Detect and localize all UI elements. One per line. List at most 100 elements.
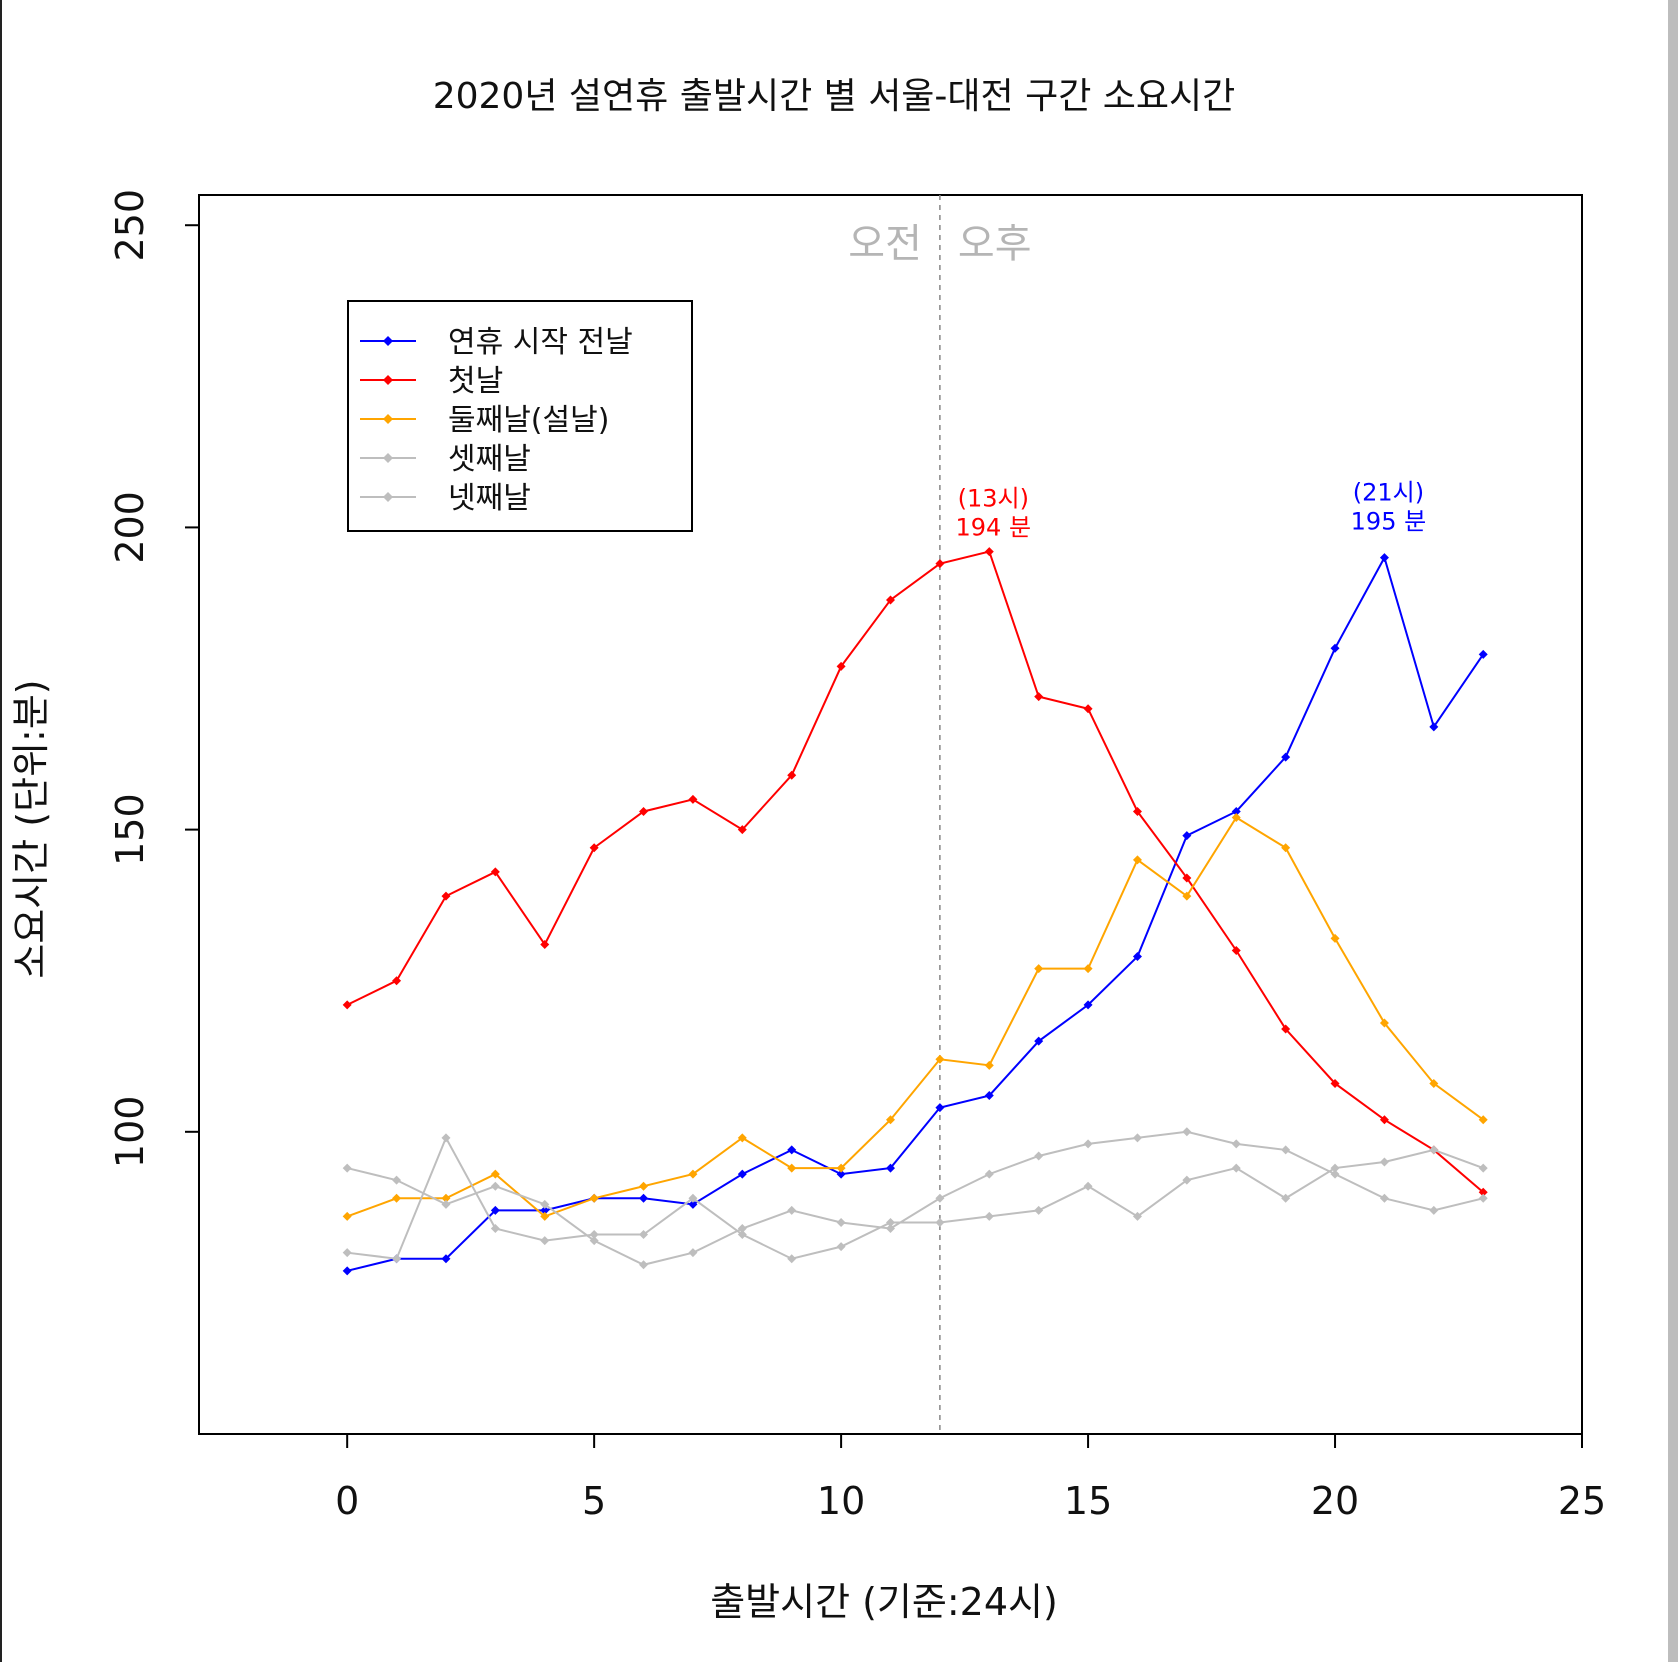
data-point (886, 1224, 895, 1234)
data-point (1429, 1145, 1439, 1155)
data-point (1330, 933, 1340, 943)
data-point (639, 1193, 649, 1203)
data-point (490, 867, 500, 877)
peak-annotation-value: 195 분 (1351, 508, 1427, 536)
data-point (737, 1169, 747, 1179)
data-point (787, 1205, 797, 1215)
data-point (836, 1163, 846, 1173)
data-point (1182, 1175, 1192, 1185)
data-point (1281, 1024, 1291, 1034)
data-point (1034, 1205, 1044, 1215)
series-layer (342, 547, 1488, 1276)
series-line (346, 816, 1484, 1218)
data-point (688, 1193, 698, 1203)
data-point (1231, 813, 1241, 823)
legend-item: 셋째날 (360, 442, 531, 477)
data-point (1478, 1193, 1488, 1203)
y-axis-title: 소요시간 (단위:분) (9, 679, 53, 978)
data-point (935, 1103, 945, 1113)
y-tick-label: 100 (108, 1096, 152, 1169)
data-point (787, 1254, 797, 1264)
data-point (1083, 704, 1093, 714)
legend-item: 둘째날(설날) (360, 403, 609, 438)
data-point (490, 1205, 500, 1215)
y-axis: 100 150 200 250 (108, 189, 200, 1169)
series-3 (342, 813, 1488, 1221)
data-point (639, 806, 649, 816)
data-point (737, 1224, 747, 1234)
data-point (984, 1091, 994, 1101)
data-point (688, 1248, 698, 1258)
data-point (1379, 1193, 1389, 1203)
window-edge-right (1668, 0, 1678, 1662)
data-point (787, 1145, 797, 1155)
x-axis-title: 출발시간 (기준:24시) (710, 1580, 1058, 1624)
data-point (540, 1205, 550, 1215)
data-point (935, 1217, 945, 1227)
data-point (737, 1230, 747, 1240)
series-line (346, 1130, 1484, 1266)
data-point (935, 559, 945, 569)
data-point (589, 1236, 599, 1246)
x-axis: 0 5 10 15 20 25 (335, 1433, 1606, 1523)
chart-title: 2020년 설연휴 출발시간 별 서울-대전 구간 소요시간 (433, 76, 1236, 117)
data-point (935, 1054, 945, 1064)
x-tick-label: 5 (582, 1479, 606, 1523)
data-point (1132, 952, 1142, 962)
data-point (1132, 855, 1142, 865)
data-point (688, 1169, 698, 1179)
data-point (441, 1193, 451, 1203)
data-point (1132, 1133, 1142, 1143)
legend-swatch-marker (383, 375, 393, 385)
am-label: 오전 (848, 221, 922, 267)
data-point (787, 770, 797, 780)
data-point (441, 1133, 451, 1143)
data-point (1379, 1018, 1389, 1028)
data-point (1379, 1115, 1389, 1125)
legend-item: 첫날 (360, 364, 503, 399)
peak-annotation-time: (13시) (958, 485, 1029, 513)
data-point (1429, 722, 1439, 732)
legend-label: 셋째날 (448, 442, 531, 477)
series-line (346, 550, 1484, 1194)
legend-box (347, 300, 693, 532)
data-point (836, 1242, 846, 1252)
data-point (886, 595, 895, 605)
data-point (589, 1230, 599, 1240)
data-point (490, 1169, 500, 1179)
data-point (1330, 1169, 1340, 1179)
legend-item: 넷째날 (360, 481, 531, 516)
data-point (342, 1211, 352, 1221)
data-point (639, 1260, 649, 1270)
legend-label: 연휴 시작 전날 (448, 325, 633, 360)
x-tick-label: 25 (1558, 1479, 1606, 1523)
data-point (1281, 752, 1291, 762)
data-point (1083, 1139, 1093, 1149)
series-1 (342, 553, 1488, 1276)
data-point (342, 1163, 352, 1173)
data-point (1034, 1151, 1044, 1161)
data-point (787, 1163, 797, 1173)
x-tick-label: 10 (817, 1479, 865, 1523)
legend-item: 연휴 시작 전날 (360, 325, 633, 360)
series-5 (342, 1127, 1488, 1270)
data-point (1379, 553, 1389, 563)
data-point (540, 939, 550, 949)
data-point (639, 1230, 649, 1240)
data-point (639, 1181, 649, 1191)
data-point (886, 1163, 895, 1173)
data-point (540, 1199, 550, 1209)
pm-label: 오후 (958, 221, 1032, 267)
legend-label: 첫날 (448, 364, 503, 399)
data-point (589, 843, 599, 853)
data-point (392, 1193, 402, 1203)
x-tick-label: 15 (1064, 1479, 1112, 1523)
data-point (540, 1211, 550, 1221)
data-point (392, 1175, 402, 1185)
data-point (1478, 1187, 1488, 1197)
peak-annotation-time: (21시) (1353, 479, 1424, 507)
data-point (886, 1217, 895, 1227)
data-point (1182, 891, 1192, 901)
series-4 (342, 1133, 1488, 1264)
